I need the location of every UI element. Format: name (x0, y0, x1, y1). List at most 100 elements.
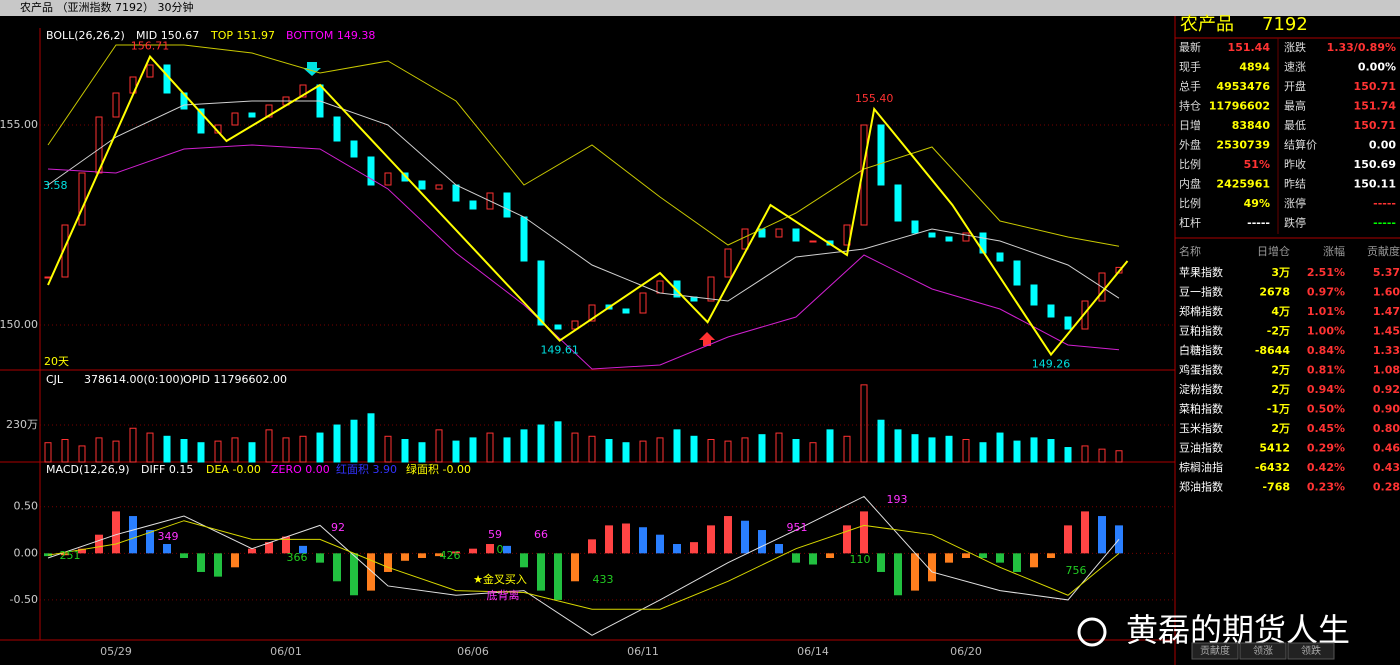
macd-bar (401, 553, 409, 561)
list-cell: 2678 (1259, 286, 1290, 299)
list-name: 菜粕指数 (1179, 402, 1223, 416)
macd-bar (435, 553, 443, 557)
tab-label[interactable]: 领跌 (1301, 644, 1321, 657)
volume-bar (639, 440, 647, 463)
tab-label[interactable]: 领涨 (1253, 644, 1273, 657)
up-arrow (699, 332, 715, 346)
macd-bar (469, 548, 477, 554)
quote-label: 比例 (1179, 196, 1201, 210)
list-cell: -6432 (1255, 461, 1290, 474)
volume-bar (44, 442, 52, 463)
quote-label: 日增 (1179, 118, 1201, 132)
volume-bar (129, 427, 137, 463)
period-label: 20天 (44, 355, 69, 368)
quote-label: 内盘 (1179, 177, 1201, 191)
annotation: 66 (534, 528, 548, 541)
macd-bar (945, 553, 953, 563)
macd-bar (877, 553, 885, 572)
tab[interactable] (1287, 642, 1335, 660)
macd-bar (758, 530, 766, 554)
volume-bar (622, 442, 630, 463)
macd-bar (1047, 553, 1055, 558)
list-cell: 3万 (1271, 266, 1290, 279)
macd-bar (639, 527, 647, 554)
volume-bar (1013, 440, 1021, 463)
candle (809, 240, 817, 243)
volume-bar (384, 435, 392, 463)
volume-bar (112, 440, 120, 463)
list-cell: 0.80 (1373, 422, 1400, 435)
tab[interactable] (1239, 642, 1287, 660)
macd-bar (554, 553, 562, 600)
volume-bar (792, 439, 800, 463)
volume-bar (248, 442, 256, 463)
list-cell: 2万 (1271, 422, 1290, 435)
volume-bar (163, 435, 171, 463)
candle (571, 320, 579, 330)
quote-label: 跌停 (1284, 216, 1306, 230)
quote-value: ----- (1247, 217, 1270, 230)
point-label: 3.58 (43, 179, 68, 192)
list-cell: 4万 (1271, 305, 1290, 318)
macd-bar (843, 525, 851, 554)
macd-bar (724, 516, 732, 554)
list-cell: 1.01% (1307, 305, 1345, 318)
candle (61, 224, 69, 278)
macd-bar (282, 536, 290, 554)
list-cell: 0.90 (1373, 403, 1400, 416)
macd-bar (333, 553, 341, 582)
annotation: 193 (887, 493, 908, 506)
list-cell: 0.42% (1307, 461, 1345, 474)
quote-value: 151.44 (1228, 41, 1271, 54)
candle (384, 172, 392, 186)
volume-bar (435, 429, 443, 463)
list-cell: 0.28 (1373, 481, 1400, 494)
macd-bar (265, 542, 273, 554)
macd-bar (78, 548, 86, 554)
legend-text: ZERO 0.00 (271, 463, 330, 476)
quote-label: 昨结 (1284, 178, 1306, 191)
volume-bar (741, 437, 749, 463)
quote-label: 最新 (1179, 40, 1201, 54)
volume-bar (707, 439, 715, 463)
quote-label: 比例 (1179, 157, 1201, 171)
volume-bar (503, 437, 511, 463)
quote-value: 0.00 (1369, 139, 1396, 152)
volume-bar (299, 435, 307, 463)
quote-value: 83840 (1232, 119, 1271, 132)
y-tick-label: 0.50 (14, 500, 39, 513)
quote-value: 2425961 (1216, 178, 1270, 191)
legend-text: DIFF 0.15 (141, 463, 193, 476)
quote-label: 总手 (1179, 79, 1201, 93)
tab-label[interactable]: 贡献度 (1200, 644, 1230, 657)
candle (248, 112, 256, 118)
list-cell: -768 (1262, 481, 1290, 494)
indicator-line (47, 100, 1120, 302)
candle (435, 184, 443, 190)
tab[interactable] (1191, 642, 1239, 660)
annotation: 59 (488, 528, 502, 541)
point-label: 149.26 (1032, 358, 1071, 371)
legend-text: OPID 11796602.00 (183, 373, 287, 386)
volume-bar (282, 437, 290, 463)
volume-bar (860, 384, 868, 463)
volume-bar (911, 434, 919, 463)
candle (486, 192, 494, 210)
macd-bar (809, 553, 817, 565)
candle (418, 180, 426, 190)
candle (299, 84, 307, 98)
macd-bar (792, 553, 800, 563)
list-cell: 0.81% (1307, 364, 1345, 377)
quote-value: 151.74 (1354, 100, 1397, 113)
volume-bar (996, 432, 1004, 463)
candle (554, 324, 562, 330)
volume-bar (877, 419, 885, 463)
macd-bar (146, 530, 154, 554)
macd-bar (673, 544, 681, 554)
macd-bar (95, 534, 103, 554)
macd-bar (622, 523, 630, 554)
volume-bar (61, 439, 69, 463)
point-label: 155.40 (855, 92, 894, 105)
indicator-line (47, 495, 1120, 636)
